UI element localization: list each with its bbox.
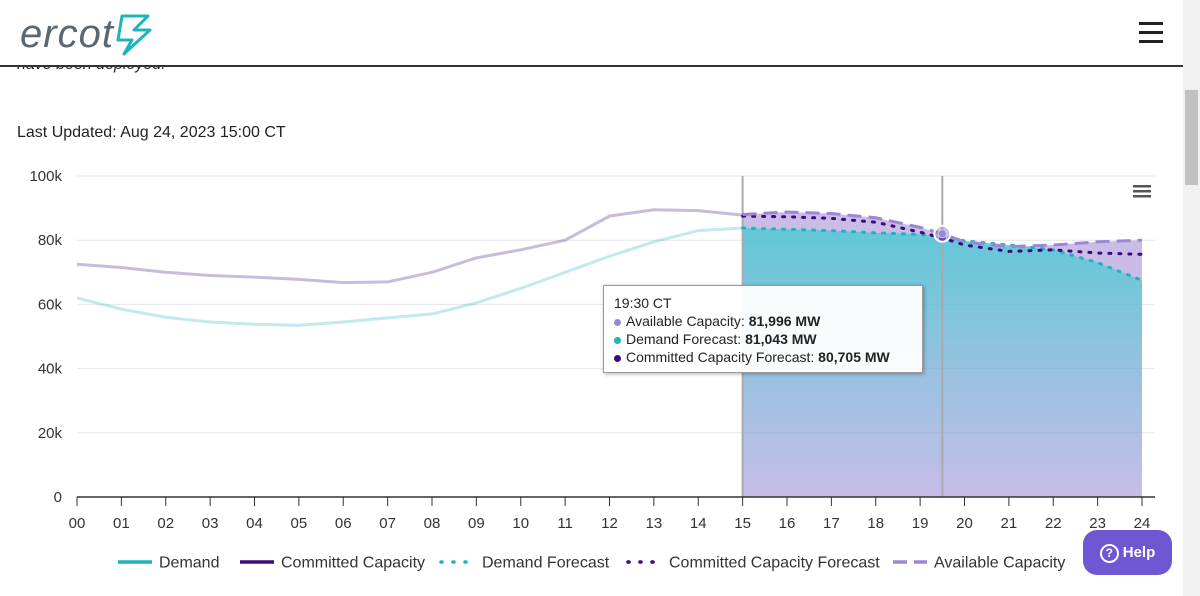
x-tick-label: 12: [601, 515, 618, 532]
tooltip-label: Committed Capacity Forecast:: [626, 349, 819, 365]
tooltip-value: 80,705 MW: [818, 349, 890, 365]
series-line: [76, 208, 743, 285]
x-tick-label: 03: [202, 515, 219, 532]
y-tick-label: 100k: [29, 168, 62, 185]
tooltip-row: Demand Forecast: 81,043 MW: [614, 330, 922, 348]
help-button[interactable]: ? Help: [1083, 530, 1172, 575]
y-tick-label: 0: [54, 489, 62, 506]
help-label: Help: [1122, 544, 1156, 561]
x-tick-label: 22: [1045, 515, 1062, 532]
x-tick-label: 10: [512, 515, 529, 532]
legend-label: Committed Capacity Forecast: [669, 555, 880, 572]
x-tick-label: 20: [956, 515, 973, 532]
x-tick-label: 16: [779, 515, 796, 532]
y-tick-label: 60k: [38, 296, 63, 313]
tooltip-dot: [614, 336, 621, 344]
tooltip-row: Committed Capacity Forecast: 80,705 MW: [614, 348, 922, 366]
x-tick-label: 05: [291, 515, 308, 532]
series-line: [76, 226, 743, 327]
tooltip-title: 19:30 CT: [614, 295, 672, 311]
tooltip: 19:30 CT Available Capacity: 81,996 MW D…: [603, 285, 923, 373]
x-tick-label: 19: [912, 515, 929, 532]
tooltip-label: Available Capacity:: [626, 313, 749, 329]
logo-mark: [116, 14, 152, 56]
tooltip-value: 81,996 MW: [748, 313, 821, 329]
x-tick-label: 02: [157, 515, 174, 532]
y-tick-label: 20k: [38, 425, 63, 442]
x-tick-label: 08: [424, 515, 441, 532]
x-tick-label: 15: [734, 515, 751, 532]
help-icon: ?: [1099, 543, 1119, 563]
x-tick-label: 21: [1001, 515, 1018, 532]
export-menu[interactable]: [1133, 185, 1151, 198]
x-tick-label: 13: [646, 515, 663, 532]
x-tick-label: 24: [1134, 515, 1151, 532]
legend-label: Demand: [159, 555, 219, 572]
tooltip-value: 81,043 MW: [745, 331, 817, 347]
x-tick-label: 14: [690, 515, 707, 532]
legend-label: Available Capacity: [934, 555, 1065, 572]
hover-halo: [933, 224, 952, 243]
x-tick-label: 00: [69, 515, 86, 532]
tooltip-dot: [614, 354, 621, 362]
header: ercot: [0, 0, 1183, 67]
scrollbar-thumb[interactable]: [1185, 90, 1198, 185]
x-tick-label: 07: [379, 515, 396, 532]
x-tick-label: 23: [1089, 515, 1106, 532]
x-tick-label: 18: [867, 515, 884, 532]
tooltip-label: Demand Forecast:: [626, 331, 746, 347]
logo[interactable]: ercot: [20, 12, 114, 56]
legend-label: Committed Capacity: [281, 555, 425, 572]
tooltip-dot: [614, 318, 621, 326]
last-updated: Last Updated: Aug 24, 2023 15:00 CT: [17, 124, 286, 141]
x-tick-label: 17: [823, 515, 840, 532]
x-tick-label: 06: [335, 515, 352, 532]
x-tick-label: 04: [246, 515, 263, 532]
y-tick-label: 80k: [38, 232, 63, 249]
x-tick-label: 11: [557, 515, 573, 532]
menu-button[interactable]: [1139, 22, 1163, 49]
legend-label: Demand Forecast: [482, 555, 610, 572]
tooltip-row: Available Capacity: 81,996 MW: [614, 312, 922, 330]
y-tick-label: 40k: [38, 361, 63, 378]
x-tick-label: 01: [113, 515, 130, 532]
x-tick-label: 09: [468, 515, 485, 532]
